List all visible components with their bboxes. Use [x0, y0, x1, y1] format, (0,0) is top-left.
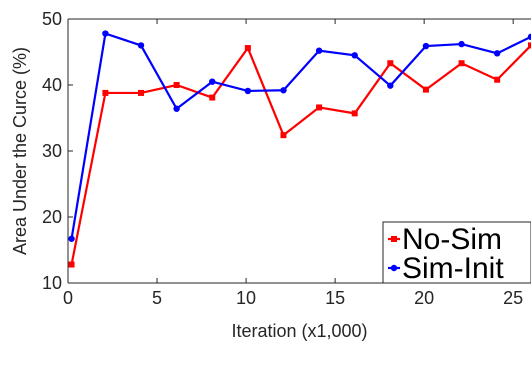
data-point-sim-init [422, 42, 430, 50]
data-point-no-sim [351, 110, 358, 117]
x-axis-label: Iteration (x1,000) [231, 321, 367, 341]
data-point-sim-init [209, 78, 216, 85]
x-tick-label: 20 [414, 288, 434, 308]
data-point-sim-init [527, 33, 531, 41]
y-tick-label: 50 [42, 9, 62, 29]
data-point-sim-init [102, 30, 109, 37]
legend-label-sim-init: Sim-Init [402, 252, 504, 285]
y-tick-label: 10 [42, 273, 62, 293]
data-point-sim-init [458, 40, 465, 48]
data-point-no-sim [68, 261, 75, 268]
data-point-no-sim [458, 60, 465, 67]
data-point-no-sim [316, 104, 323, 111]
data-point-sim-init [387, 82, 394, 89]
x-tick-label: 25 [503, 288, 523, 308]
y-tick-label: 20 [42, 207, 62, 227]
data-point-sim-init [351, 52, 358, 59]
data-point-sim-init [173, 105, 180, 112]
data-point-no-sim [209, 94, 216, 101]
series-markers-layer [68, 30, 531, 268]
data-point-sim-init [137, 42, 145, 49]
axes-layer: 0 5 10 15 20 25 10 20 30 40 50 [42, 9, 531, 308]
series-line-sim-init [70, 32, 531, 239]
legend-box [382, 221, 531, 284]
data-point-no-sim [280, 132, 287, 139]
x-tick-label: 0 [63, 288, 73, 308]
data-point-no-sim [422, 86, 429, 93]
data-point-no-sim [387, 60, 394, 67]
y-axis-label: Area Under the Curce (%) [10, 47, 30, 255]
data-point-no-sim [528, 42, 531, 49]
data-point-no-sim [494, 76, 501, 83]
legend-marker-no-sim [391, 236, 397, 242]
y-tick-label: 40 [42, 75, 62, 95]
data-point-sim-init [244, 87, 252, 95]
data-point-sim-init [493, 50, 501, 57]
legend-label-no-sim: No-Sim [402, 223, 502, 256]
data-point-no-sim [173, 82, 180, 88]
series-line-no-sim [70, 44, 531, 265]
data-point-no-sim [102, 89, 109, 96]
x-tick-label: 10 [236, 288, 256, 308]
x-tick-label: 5 [152, 288, 162, 308]
data-point-no-sim [244, 45, 251, 52]
data-point-no-sim [138, 89, 145, 96]
data-point-sim-init [68, 235, 75, 242]
y-tick-label: 30 [42, 141, 62, 161]
series-lines-layer [70, 32, 531, 265]
data-point-sim-init [315, 47, 323, 54]
data-point-sim-init [280, 87, 287, 94]
legend-marker-sim-init [390, 264, 398, 272]
x-tick-label: 15 [325, 288, 345, 308]
